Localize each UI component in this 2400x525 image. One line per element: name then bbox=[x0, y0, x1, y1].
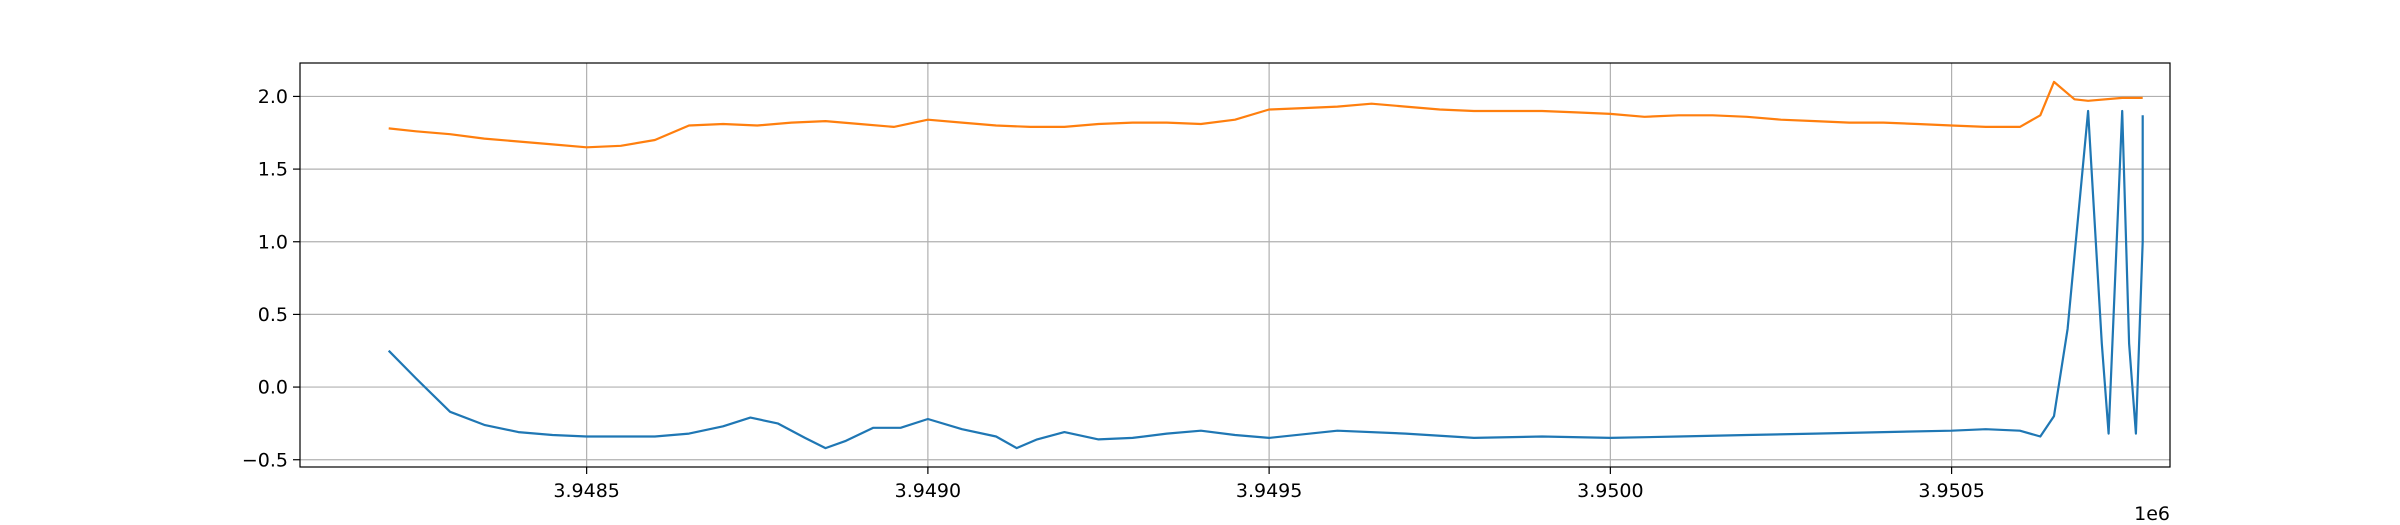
x-tick-label: 3.9495 bbox=[1236, 480, 1302, 502]
y-tick-label: 2.0 bbox=[258, 86, 288, 108]
x-tick-label: 3.9500 bbox=[1577, 480, 1643, 502]
y-tick-label: −0.5 bbox=[242, 449, 288, 471]
x-tick-label: 3.9485 bbox=[553, 480, 619, 502]
series-line-1 bbox=[387, 109, 2144, 450]
y-tick-label: 0.0 bbox=[258, 377, 288, 399]
y-tick-label: 0.5 bbox=[258, 304, 288, 326]
y-tick-label: 1.0 bbox=[258, 231, 288, 253]
series-layer bbox=[387, 80, 2144, 450]
ticks: 3.9485 3.9490 3.9495 3.9500 3.9505 −0.5 0.0 0.5… bbox=[242, 86, 1985, 502]
y-tick-label: 1.5 bbox=[258, 159, 288, 181]
x-tick-label: 3.9490 bbox=[895, 480, 961, 502]
series-line-2 bbox=[388, 80, 2143, 149]
x-tick-label: 3.9505 bbox=[1918, 480, 1984, 502]
grid bbox=[300, 63, 2170, 467]
axes-frame bbox=[299, 62, 2171, 468]
x-axis-offset-label: 1e6 bbox=[2134, 503, 2170, 525]
